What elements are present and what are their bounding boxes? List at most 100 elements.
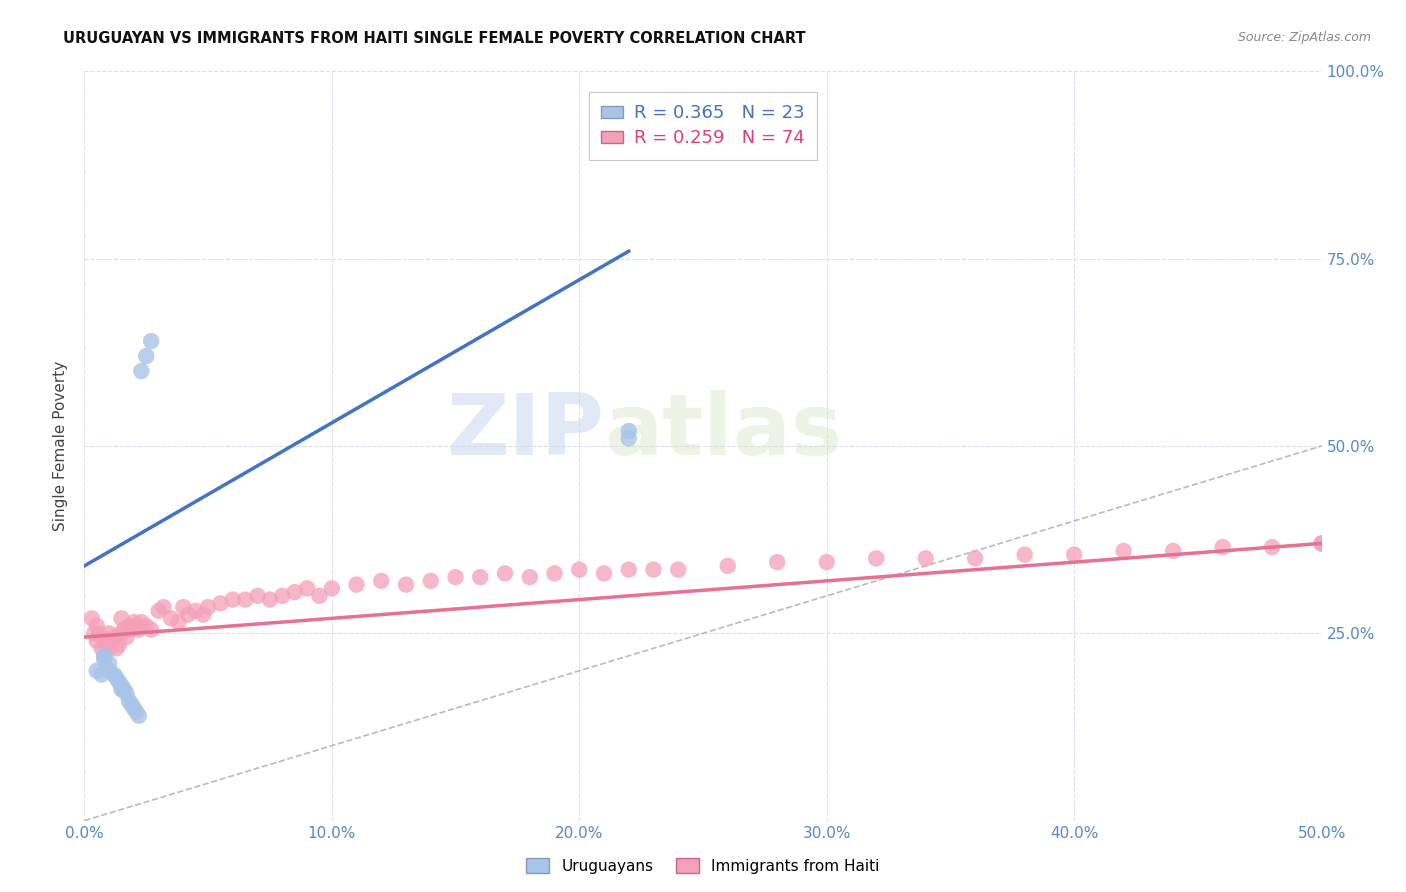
Point — [152, 600, 174, 615]
Point — [494, 566, 516, 581]
Point — [86, 619, 108, 633]
Point — [103, 667, 125, 681]
Point — [617, 432, 640, 446]
Y-axis label: Single Female Poverty: Single Female Poverty — [53, 361, 69, 531]
Point — [617, 424, 640, 438]
Point — [90, 641, 112, 656]
Point — [93, 652, 115, 666]
Point — [1310, 536, 1333, 550]
Point — [118, 619, 141, 633]
Point — [120, 698, 142, 712]
Point — [233, 592, 256, 607]
Point — [98, 626, 121, 640]
Point — [93, 633, 115, 648]
Point — [444, 570, 467, 584]
Point — [865, 551, 887, 566]
Point — [129, 615, 152, 629]
Point — [766, 555, 789, 569]
Point — [122, 701, 145, 715]
Point — [184, 604, 207, 618]
Point — [308, 589, 330, 603]
Point — [1014, 548, 1036, 562]
Point — [666, 563, 689, 577]
Point — [395, 577, 418, 591]
Point — [86, 664, 108, 678]
Point — [122, 615, 145, 629]
Point — [93, 648, 115, 663]
Point — [86, 633, 108, 648]
Point — [98, 664, 121, 678]
Point — [543, 566, 565, 581]
Point — [246, 589, 269, 603]
Point — [593, 566, 616, 581]
Legend: Uruguayans, Immigrants from Haiti: Uruguayans, Immigrants from Haiti — [520, 852, 886, 880]
Point — [80, 611, 103, 625]
Point — [259, 592, 281, 607]
Point — [125, 705, 148, 719]
Point — [98, 657, 121, 671]
Point — [177, 607, 200, 622]
Point — [370, 574, 392, 588]
Point — [172, 600, 194, 615]
Point — [160, 611, 183, 625]
Point — [209, 596, 232, 610]
Point — [129, 364, 152, 378]
Point — [100, 633, 122, 648]
Point — [115, 630, 138, 644]
Point — [112, 682, 135, 697]
Point — [128, 708, 150, 723]
Point — [295, 582, 318, 596]
Point — [135, 349, 157, 363]
Point — [141, 623, 163, 637]
Point — [135, 619, 157, 633]
Point — [115, 686, 138, 700]
Point — [470, 570, 492, 584]
Text: URUGUAYAN VS IMMIGRANTS FROM HAITI SINGLE FEMALE POVERTY CORRELATION CHART: URUGUAYAN VS IMMIGRANTS FROM HAITI SINGL… — [63, 31, 806, 46]
Point — [110, 679, 132, 693]
Point — [284, 585, 307, 599]
Point — [128, 623, 150, 637]
Point — [1063, 548, 1085, 562]
Text: atlas: atlas — [605, 390, 842, 473]
Point — [321, 582, 343, 596]
Point — [125, 619, 148, 633]
Point — [222, 592, 245, 607]
Text: Source: ZipAtlas.com: Source: ZipAtlas.com — [1237, 31, 1371, 45]
Point — [1310, 536, 1333, 550]
Point — [148, 604, 170, 618]
Point — [197, 600, 219, 615]
Point — [717, 558, 740, 573]
Point — [271, 589, 294, 603]
Point — [89, 626, 111, 640]
Point — [110, 682, 132, 697]
Legend: R = 0.365   N = 23, R = 0.259   N = 74: R = 0.365 N = 23, R = 0.259 N = 74 — [589, 92, 817, 161]
Point — [643, 563, 665, 577]
Point — [120, 623, 142, 637]
Point — [98, 641, 121, 656]
Point — [568, 563, 591, 577]
Point — [346, 577, 368, 591]
Point — [93, 648, 115, 663]
Point — [105, 671, 128, 685]
Point — [108, 675, 131, 690]
Point — [965, 551, 987, 566]
Point — [110, 611, 132, 625]
Point — [118, 694, 141, 708]
Point — [1261, 540, 1284, 554]
Point — [1112, 544, 1135, 558]
Point — [519, 570, 541, 584]
Point — [108, 638, 131, 652]
Point — [167, 615, 190, 629]
Point — [96, 633, 118, 648]
Point — [83, 626, 105, 640]
Point — [419, 574, 441, 588]
Point — [1212, 540, 1234, 554]
Point — [1161, 544, 1184, 558]
Point — [617, 563, 640, 577]
Point — [112, 623, 135, 637]
Point — [141, 334, 163, 348]
Text: ZIP: ZIP — [446, 390, 605, 473]
Point — [90, 667, 112, 681]
Point — [815, 555, 838, 569]
Point — [914, 551, 936, 566]
